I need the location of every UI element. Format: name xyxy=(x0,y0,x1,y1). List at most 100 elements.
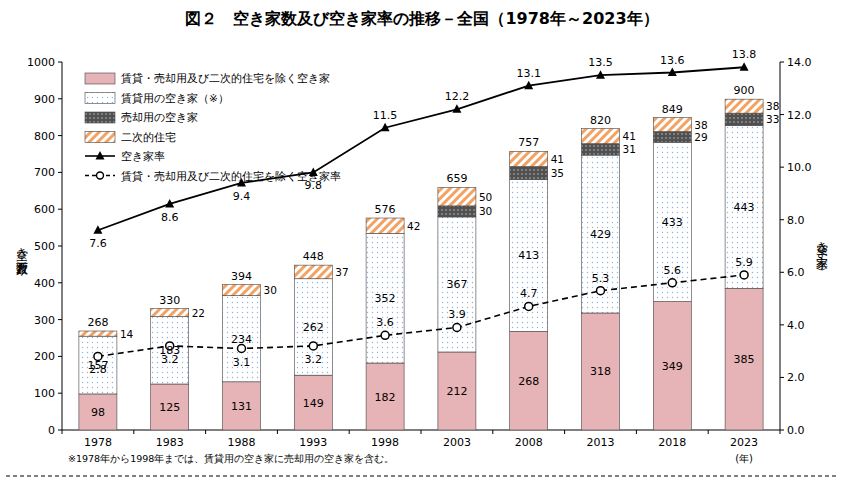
bar-label: 38 xyxy=(694,119,707,131)
bar-label: 443 xyxy=(734,201,755,214)
plot-marks xyxy=(79,62,763,430)
total-label: 330 xyxy=(159,294,180,307)
bar-label: 352 xyxy=(375,292,396,305)
bar-segment xyxy=(510,331,548,430)
x-tick-label: 2003 xyxy=(443,436,471,449)
bar-segment xyxy=(223,382,261,430)
legend: 賃貸・売却用及び二次的住宅を除く空き家賃貸用の空き家（※）売却用の空き家二次的住… xyxy=(85,72,341,182)
x-tick xyxy=(205,430,206,434)
y2-tick-label: 8.0 xyxy=(787,214,805,227)
x-tick-label: 2013 xyxy=(587,436,615,449)
bar-segment xyxy=(294,279,332,375)
bar-segment xyxy=(79,336,117,394)
y2-tick-label: 2.0 xyxy=(787,371,805,384)
legend-swatch xyxy=(85,112,115,123)
x-tick-label: 2023 xyxy=(730,436,758,449)
y2-axis xyxy=(780,62,781,430)
y2-tick xyxy=(780,272,784,273)
y-axis-label: 空き家数（万戸） xyxy=(15,239,29,276)
y2-tick-label: 6.0 xyxy=(787,266,805,279)
line-label: 13.6 xyxy=(660,54,685,67)
bar-segment xyxy=(438,217,476,352)
bar-label: 98 xyxy=(91,406,105,419)
line-label: 2.8 xyxy=(89,363,107,376)
x-tick xyxy=(564,430,565,434)
legend-swatch xyxy=(85,132,115,143)
x-tick xyxy=(133,430,134,434)
bar-segment xyxy=(438,187,476,205)
bar-segment xyxy=(653,302,691,430)
legend-label: 売却用の空き家 xyxy=(121,111,198,123)
bar-segment xyxy=(366,363,404,430)
y-tick xyxy=(58,282,62,283)
line-label: 13.5 xyxy=(588,56,613,69)
y2-axis-label: 空き家率（%） xyxy=(815,233,829,270)
bar-segment xyxy=(510,167,548,180)
legend-marker xyxy=(97,172,104,179)
line-label: 11.5 xyxy=(373,109,398,122)
marker xyxy=(525,302,533,310)
bar-segment xyxy=(79,394,117,430)
bar-segment xyxy=(725,125,763,288)
marker xyxy=(596,70,605,79)
line-label: 13.1 xyxy=(516,67,541,80)
bar-label: 349 xyxy=(662,360,683,373)
legend-swatch xyxy=(85,93,115,104)
line-label: 5.9 xyxy=(735,256,753,269)
x-tick xyxy=(636,430,637,434)
marker xyxy=(93,225,102,234)
y-tick xyxy=(58,98,62,99)
y2-tick xyxy=(780,377,784,378)
y-tick xyxy=(58,135,62,136)
total-label: 576 xyxy=(375,203,396,216)
marker xyxy=(309,342,317,350)
bar-label: 50 xyxy=(479,191,492,203)
x-tick xyxy=(62,430,63,434)
y2-tick xyxy=(780,430,784,431)
legend-swatch xyxy=(85,73,115,84)
y-tick-label: 100 xyxy=(34,387,55,400)
line-label: 3.9 xyxy=(448,308,466,321)
bar-segment xyxy=(582,129,620,144)
y-tick xyxy=(58,393,62,394)
y-tick xyxy=(58,62,62,63)
title: 図２ 空き家数及び空き家率の推移－全国（1978年～2023年） xyxy=(185,9,658,28)
x-tick xyxy=(421,430,422,434)
y2-tick xyxy=(780,167,784,168)
bar-label: 30 xyxy=(264,284,277,296)
marker xyxy=(381,123,390,131)
legend-label: 賃貸・売却用及び二次的住宅を除く空き家率 xyxy=(121,170,341,182)
y-tick-label: 400 xyxy=(34,277,55,290)
line-label: 3.6 xyxy=(376,316,394,329)
y2-tick xyxy=(780,62,784,63)
bar-label: 318 xyxy=(590,365,611,378)
total-label: 900 xyxy=(734,84,755,97)
line-4 xyxy=(98,67,744,230)
y2-tick-label: 14.0 xyxy=(787,56,812,69)
line-label: 13.8 xyxy=(732,48,757,61)
marker xyxy=(165,199,174,208)
bar-segment xyxy=(510,179,548,331)
bar-label: 29 xyxy=(694,131,707,143)
bar-segment xyxy=(582,313,620,430)
bar-label: 14 xyxy=(120,328,134,340)
legend-label: 賃貸用の空き家（※） xyxy=(121,92,229,104)
y-tick-label: 0 xyxy=(48,424,55,437)
x-tick-label: 2018 xyxy=(658,436,686,449)
y-tick xyxy=(58,172,62,173)
bar-segment xyxy=(582,144,620,155)
data-labels: 9815714268125183223301312343039414926237… xyxy=(87,48,779,419)
y2-tick-label: 0.0 xyxy=(787,424,805,437)
bar-label: 38 xyxy=(766,100,779,112)
marker xyxy=(597,287,605,295)
total-label: 448 xyxy=(303,250,324,263)
line-label: 3.1 xyxy=(233,356,251,369)
y2-tick xyxy=(780,114,784,115)
line-label: 5.6 xyxy=(664,264,682,277)
bar-segment xyxy=(294,375,332,430)
y2-tick xyxy=(780,324,784,325)
marker xyxy=(740,62,749,71)
y-tick-label: 800 xyxy=(34,130,55,143)
bar-label: 131 xyxy=(231,400,252,413)
marker xyxy=(668,279,676,287)
